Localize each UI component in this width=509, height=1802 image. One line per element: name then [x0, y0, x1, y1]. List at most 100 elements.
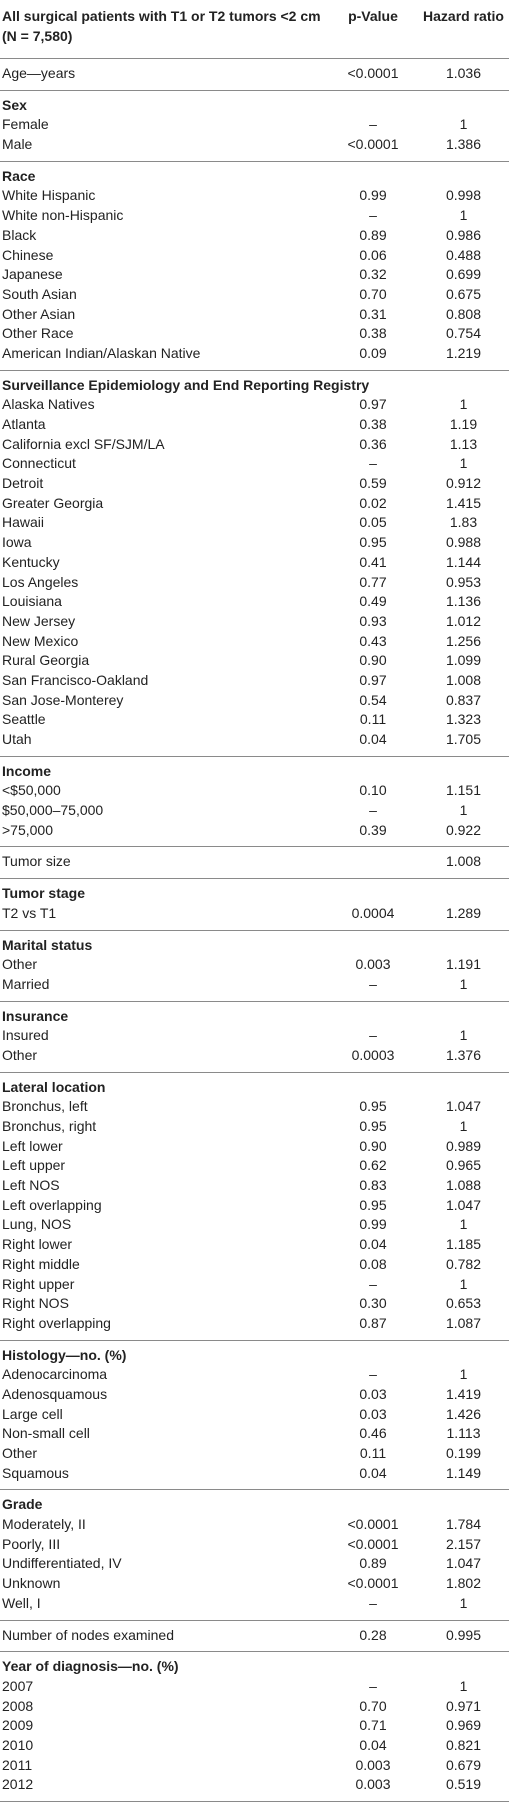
table-cell: Seattle: [2, 711, 46, 728]
table-row: Right lower 0.04 1.185: [0, 1235, 509, 1255]
table-cell: 0.99: [359, 1216, 387, 1233]
table-row: Poorly, III <0.0001 2.157: [0, 1535, 509, 1555]
table-cell: Left upper: [2, 1157, 66, 1174]
table-cell: 0.97: [359, 671, 387, 688]
table-cell: Japanese: [2, 266, 63, 283]
table-cell: Right middle: [2, 1255, 80, 1272]
table-cell: 1: [459, 207, 468, 224]
table-cell: 0.36: [359, 435, 387, 452]
section-title: Race: [2, 167, 36, 184]
table-row: Adenocarcinoma – 1: [0, 1365, 509, 1385]
table-cell: 2010: [2, 1736, 34, 1753]
table-cell: 0.90: [359, 652, 387, 669]
table-row: Black 0.89 0.986: [0, 226, 509, 246]
table-cell: 1: [459, 1275, 468, 1292]
table-section: Income <$50,000 0.10 1.151 $50,000–75,000 – 1 >…: [0, 757, 509, 848]
table-cell: Adenocarcinoma: [2, 1366, 108, 1383]
table-cell: 1: [459, 1027, 468, 1044]
table-cell: Undifferentiated, IV: [2, 1555, 122, 1572]
table-cell: 1: [459, 1216, 468, 1233]
table-row: 2009 0.71 0.969: [0, 1716, 509, 1736]
table-row: Right overlapping 0.87 1.087: [0, 1314, 509, 1334]
table-cell: <0.0001: [347, 65, 399, 81]
table-cell: Rural Georgia: [2, 652, 90, 669]
table-section: Tumor size 1.008: [0, 847, 509, 880]
table-cell: 0.821: [445, 1736, 482, 1753]
table-cell: 0.38: [359, 416, 387, 432]
table-cell: 0.93: [359, 612, 387, 629]
table-row: Married – 1: [0, 975, 509, 995]
section-title: Lateral location: [2, 1078, 106, 1095]
table-cell: Female: [2, 116, 49, 133]
table-row: Left overlapping 0.95 1.047: [0, 1196, 509, 1216]
table-cell: 0.04: [359, 731, 387, 747]
table-cell: 1.19: [449, 416, 478, 432]
table-cell: 0.953: [445, 573, 482, 590]
table-cell: 1: [459, 396, 468, 413]
table-cell: Tumor size: [2, 853, 71, 870]
table-cell: 0.488: [445, 246, 482, 263]
table-cell: 0.699: [445, 266, 482, 283]
section-title: Tumor stage: [2, 885, 85, 902]
header-cell: All surgical patients with T1 or T2 tumo…: [2, 8, 321, 44]
table-cell: 0.995: [445, 1626, 482, 1643]
table-cell: –: [369, 1366, 377, 1383]
table-cell: 1: [459, 1118, 468, 1134]
table-cell: Poorly, III: [2, 1535, 61, 1552]
table-cell: White Hispanic: [2, 187, 96, 204]
table-cell: <0.0001: [347, 1535, 399, 1552]
table-row: 2010 0.04 0.821: [0, 1736, 509, 1756]
table-cell: 1.289: [445, 904, 482, 921]
table-row: Large cell 0.03 1.426: [0, 1405, 509, 1425]
table-row: Louisiana 0.49 1.136: [0, 592, 509, 612]
table-cell: 1: [459, 1677, 468, 1694]
table-section: Surveillance Epidemiology and End Report…: [0, 371, 509, 757]
table-cell: 0.90: [359, 1137, 387, 1154]
table-cell: 0.09: [359, 344, 387, 361]
table-cell: 1.185: [445, 1236, 482, 1253]
table-row: Hawaii 0.05 1.83: [0, 513, 509, 533]
table-cell: –: [369, 1027, 377, 1044]
table-row: Japanese 0.32 0.699: [0, 265, 509, 285]
table-cell: Other Asian: [2, 305, 76, 322]
table-cell: 0.54: [359, 691, 387, 708]
table-cell: 1.099: [445, 652, 482, 669]
section-title-row: Income: [0, 762, 509, 782]
table-header: All surgical patients with T1 or T2 tumo…: [0, 0, 509, 59]
table-cell: 0.969: [445, 1717, 482, 1734]
table-row: Age—years <0.0001 1.036: [0, 64, 509, 84]
table-cell: Left overlapping: [2, 1196, 102, 1213]
table-row: Female – 1: [0, 115, 509, 135]
header-cell: Hazard ratio: [423, 8, 504, 24]
table-cell: 0.912: [445, 475, 482, 492]
table-cell: 1.144: [445, 553, 482, 570]
table-row: Los Angeles 0.77 0.953: [0, 573, 509, 593]
table-cell: 0.05: [359, 514, 387, 531]
table-cell: 0.04: [359, 1236, 387, 1253]
table-cell: Other Race: [2, 325, 74, 342]
table-cell: White non-Hispanic: [2, 207, 124, 224]
table-row: 2012 0.003 0.519: [0, 1775, 509, 1795]
table-cell: Black: [2, 226, 37, 243]
table-cell: Right NOS: [2, 1295, 69, 1312]
table-cell: Left NOS: [2, 1177, 60, 1194]
table-cell: 1.256: [445, 632, 482, 649]
table-row: Detroit 0.59 0.912: [0, 474, 509, 494]
table-row: Right NOS 0.30 0.653: [0, 1294, 509, 1314]
table-cell: Right overlapping: [2, 1314, 111, 1331]
table-cell: 2012: [2, 1776, 34, 1793]
table-cell: 0.89: [359, 1555, 387, 1572]
table-cell: Left lower: [2, 1137, 63, 1154]
table-cell: <0.0001: [347, 1516, 399, 1533]
table-row: Other Race 0.38 0.754: [0, 324, 509, 344]
table-cell: 0.0004: [351, 904, 395, 921]
table-cell: 1.83: [449, 514, 478, 531]
table-cell: –: [369, 1677, 377, 1694]
table-cell: 0.99: [359, 187, 387, 204]
table-cell: 1.376: [445, 1046, 482, 1063]
table-cell: 1: [459, 1366, 468, 1383]
table-cell: 0.653: [445, 1295, 482, 1312]
table-section: Year of diagnosis—no. (%) 2007 – 1 2008 0.70 0…: [0, 1652, 509, 1802]
table-cell: 0.04: [359, 1736, 387, 1753]
table-cell: 0.39: [359, 821, 387, 838]
